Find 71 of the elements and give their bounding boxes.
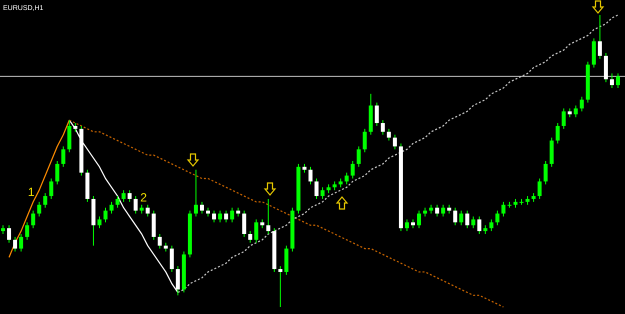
candlestick (604, 52, 608, 83)
candlestick (314, 178, 319, 200)
candlestick (61, 146, 66, 168)
candlestick (350, 160, 355, 180)
candlestick (128, 190, 132, 202)
candlestick (550, 137, 554, 168)
candlestick (67, 120, 72, 153)
candlestick (284, 245, 288, 276)
annotation: 1 (28, 184, 35, 199)
candlestick (43, 192, 48, 208)
candlestick (320, 186, 325, 200)
annotation: 2 (140, 190, 148, 204)
candlestick (37, 201, 42, 217)
candlestick (49, 178, 54, 200)
candlestick (453, 207, 458, 226)
candlestick (610, 72, 614, 88)
candlestick (25, 222, 30, 240)
candlestick (278, 266, 282, 308)
candlestick (465, 210, 470, 229)
candlestick (104, 207, 108, 223)
candlestick (266, 198, 270, 234)
candlestick (224, 210, 228, 223)
candlestick (19, 234, 24, 252)
candlestick (170, 245, 174, 272)
candlestick (242, 210, 246, 238)
candlestick (7, 224, 12, 244)
candlestick (146, 204, 150, 217)
candlestick (122, 190, 126, 202)
candlestick (562, 108, 566, 130)
candlestick (386, 128, 391, 142)
candlestick (501, 201, 506, 217)
candlestick (538, 178, 542, 200)
candlestick (97, 216, 102, 229)
candlestick (435, 204, 440, 217)
candlestick (116, 196, 120, 208)
candlestick (254, 218, 258, 244)
candlestick (404, 218, 409, 232)
candlestick (417, 210, 422, 229)
candlestick (13, 236, 18, 252)
candlestick (110, 201, 114, 214)
candlestick (580, 96, 584, 112)
candlestick (374, 102, 379, 126)
candlestick (31, 210, 36, 229)
candlestick (212, 210, 216, 223)
candlestick (308, 166, 312, 185)
candlestick (477, 216, 482, 234)
candlestick (356, 146, 361, 168)
candlestick (441, 204, 446, 217)
candlestick (230, 207, 234, 223)
candlestick (489, 218, 494, 232)
candlestick (544, 160, 548, 185)
candlestick (194, 169, 198, 217)
candlestick (392, 134, 397, 150)
candlestick (598, 14, 602, 60)
candlestick (495, 210, 500, 226)
candlestick (574, 105, 578, 118)
candlestick (471, 216, 476, 229)
candlestick (200, 201, 204, 214)
candlestick (134, 196, 138, 214)
candlestick (158, 234, 162, 250)
candlestick (152, 210, 156, 240)
candlestick (592, 38, 596, 68)
candlestick (218, 210, 222, 223)
candlestick (362, 128, 367, 153)
candlestick (380, 120, 385, 136)
candlestick (55, 160, 60, 185)
candlestick (556, 122, 560, 144)
candlestick (616, 72, 620, 88)
candlestick (459, 210, 464, 226)
candlestick (344, 172, 349, 185)
candlestick (248, 230, 252, 244)
